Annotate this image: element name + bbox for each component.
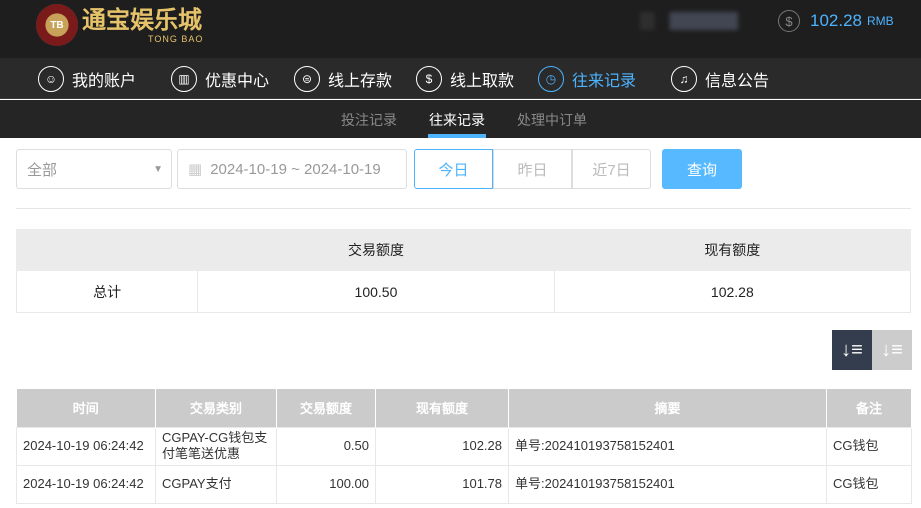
divider: [16, 208, 911, 209]
sort-asc-icon[interactable]: ↓≡: [872, 330, 912, 370]
nav-label: 线上取款: [450, 73, 515, 90]
nav-deposit[interactable]: ⊜ 线上存款: [294, 66, 392, 92]
nav-promotions[interactable]: ▥ 优惠中心: [171, 66, 269, 92]
bell-icon: ♫: [671, 66, 697, 92]
nav-label: 线上存款: [328, 73, 393, 90]
cell-time: 2024-10-19 06:24:42: [16, 426, 156, 466]
records-table: 时间 交易类别 交易额度 现有额度 摘要 备注 2024-10-19 06:24…: [16, 389, 912, 504]
user-icon: ☺: [38, 66, 64, 92]
summary-cell: 100.50: [197, 270, 555, 313]
nav-announcements[interactable]: ♫ 信息公告: [671, 66, 769, 92]
summary-table: 交易额度 现有额度 总计 100.50 102.28: [15, 229, 912, 313]
col-header: 时间: [16, 389, 156, 427]
cell-summary: 单号:202410193758152401: [508, 464, 827, 504]
cell-remark: CG钱包: [826, 426, 912, 466]
col-header: 摘要: [508, 389, 827, 427]
date-range-input[interactable]: ▦ 2024-10-19 ~ 2024-10-19: [177, 149, 407, 189]
sub-nav: 投注记录 往来记录 处理中订单: [0, 100, 921, 138]
cell-type: CGPAY-CG钱包支付笔笔送优惠: [155, 426, 277, 466]
summary-cell: 102.28: [553, 270, 912, 313]
summary-header: 现有额度: [553, 229, 912, 271]
table-row: 2024-10-19 06:24:42 CGPAY-CG钱包支付笔笔送优惠 0.…: [16, 426, 912, 466]
col-header: 现有额度: [375, 389, 509, 427]
yesterday-button[interactable]: 昨日: [493, 149, 572, 189]
tab-transaction-records[interactable]: 往来记录: [429, 112, 485, 128]
cell-summary: 单号:202410193758152401: [508, 426, 827, 466]
record-icon: ◷: [538, 66, 564, 92]
summary-cell: 总计: [15, 270, 199, 313]
type-value: 全部: [27, 161, 58, 179]
balance-value: 102.28: [810, 11, 862, 30]
tab-pending-orders[interactable]: 处理中订单: [517, 112, 587, 128]
nav-label: 信息公告: [705, 73, 770, 90]
deposit-icon: ⊜: [294, 66, 320, 92]
nav-label: 往来记录: [572, 73, 637, 90]
today-button[interactable]: 今日: [414, 149, 493, 189]
main-nav: ☺ 我的账户 ▥ 优惠中心 ⊜ 线上存款 $ 线上取款 ◷ 往来记录 ♫ 信息公告: [0, 58, 921, 99]
gift-icon: ▥: [171, 66, 197, 92]
type-select[interactable]: 全部 ▼: [16, 149, 172, 189]
caret-down-icon: ▼: [153, 163, 163, 175]
summary-header: 交易额度: [197, 229, 555, 271]
tab-bet-records[interactable]: 投注记录: [341, 112, 397, 128]
logo-text: 通宝娱乐城: [82, 4, 202, 34]
top-header: TB 通宝娱乐城 TONG BAO $ 102.28 RMB: [0, 0, 921, 58]
cell-remark: CG钱包: [826, 464, 912, 504]
col-header: 备注: [826, 389, 912, 427]
last-7-days-button[interactable]: 近7日: [572, 149, 651, 189]
table-row: 2024-10-19 06:24:42 CGPAY支付 100.00 101.7…: [16, 464, 912, 504]
cell-amount: 0.50: [276, 426, 376, 466]
nav-my-account[interactable]: ☺ 我的账户: [38, 66, 136, 92]
query-button[interactable]: 查询: [662, 149, 742, 189]
cell-time: 2024-10-19 06:24:42: [16, 464, 156, 504]
nav-label: 我的账户: [72, 73, 137, 90]
calendar-icon: ▦: [188, 161, 203, 178]
active-tab-indicator: [428, 134, 486, 138]
date-range-value: 2024-10-19 ~ 2024-10-19: [210, 160, 381, 178]
nav-withdraw[interactable]: $ 线上取款: [416, 66, 514, 92]
cell-balance: 102.28: [375, 426, 509, 466]
summary-header: [15, 229, 199, 271]
logo-wordmark: 通宝娱乐城 TONG BAO: [82, 4, 204, 45]
logo-sub: TONG BAO: [148, 33, 204, 44]
cell-amount: 100.00: [276, 464, 376, 504]
cell-type: CGPAY支付: [155, 464, 277, 504]
username-blurred: [640, 12, 738, 30]
cell-balance: 101.78: [375, 464, 509, 504]
logo[interactable]: TB 通宝娱乐城 TONG BAO: [36, 4, 203, 46]
col-header: 交易类别: [155, 389, 277, 427]
currency: RMB: [867, 14, 894, 28]
logo-chip: TB: [36, 4, 78, 46]
withdraw-icon: $: [416, 66, 442, 92]
sort-desc-icon[interactable]: ↓≡: [832, 330, 872, 370]
nav-label: 优惠中心: [205, 73, 270, 90]
nav-records[interactable]: ◷ 往来记录: [538, 66, 636, 92]
balance: $ 102.28 RMB: [778, 10, 894, 32]
col-header: 交易额度: [276, 389, 376, 427]
dollar-icon: $: [778, 10, 800, 32]
